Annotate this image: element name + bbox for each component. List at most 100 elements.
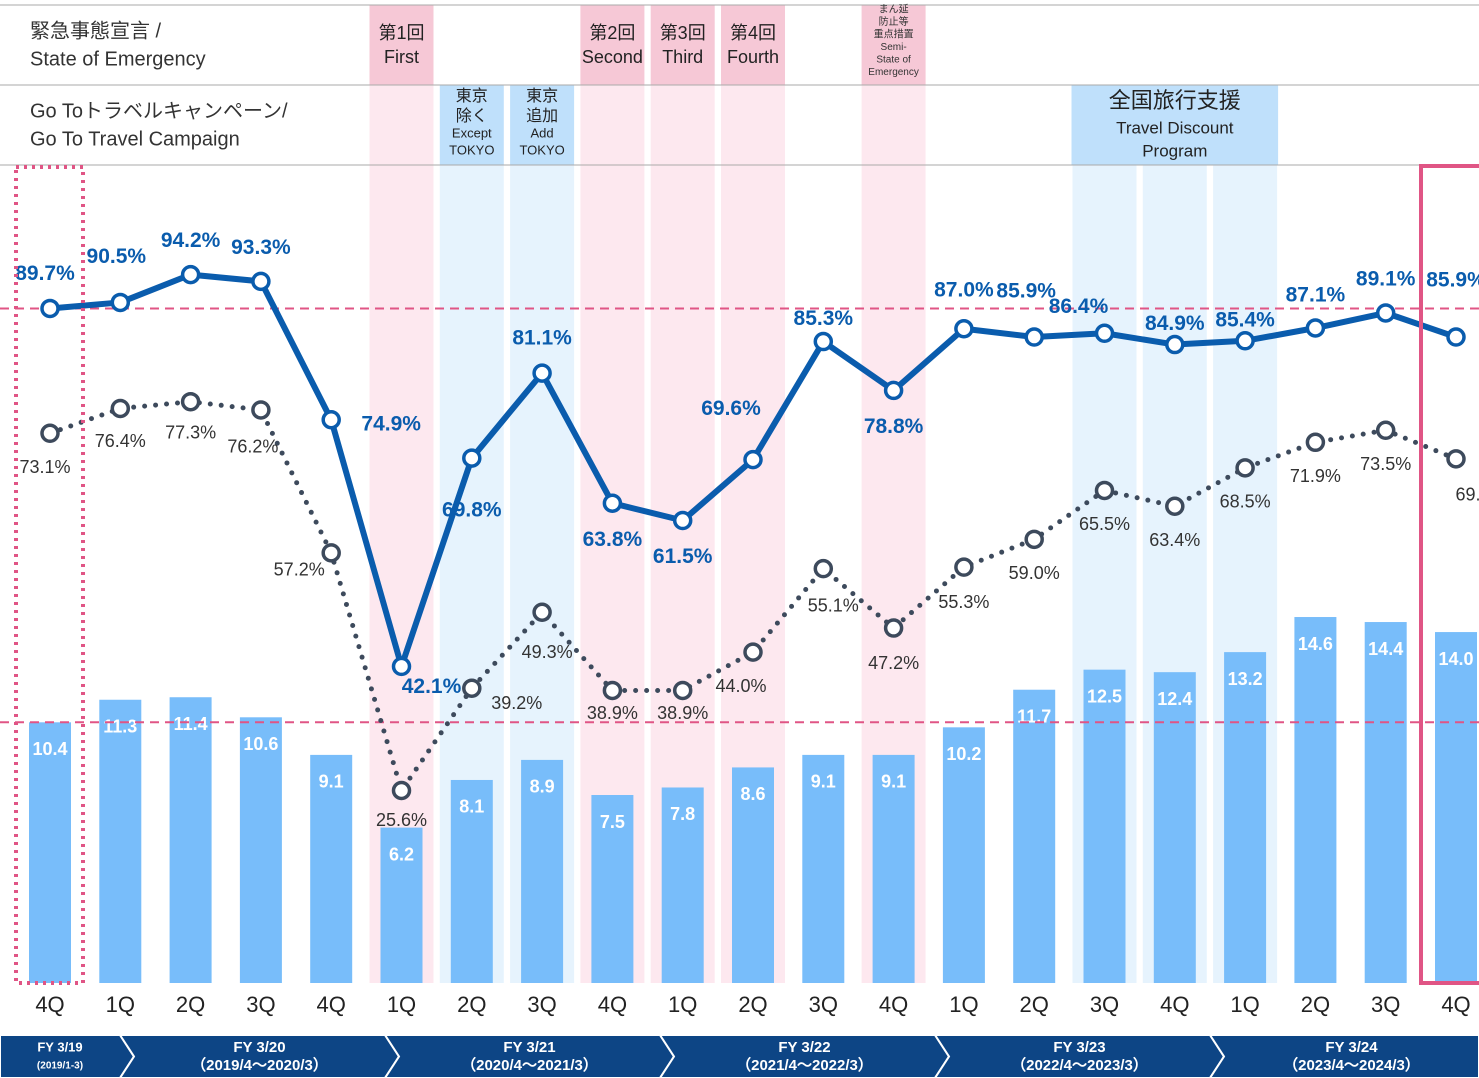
row-label: 緊急事態宣言 / [30,19,162,42]
marker [1235,458,1255,478]
data-label: 87.1% [1286,284,1346,307]
emergency-header [861,5,926,85]
x-tick-label: 1Q [949,992,978,1017]
data-label: 69.8% [442,499,502,522]
header-label: 東京 [456,87,488,105]
bar-label: 10.2 [946,744,981,764]
row-label: Go To Travel Campaign [30,128,240,150]
data-label: 47.2% [868,653,919,673]
x-tick-label: 1Q [387,992,416,1017]
bar [1294,617,1337,983]
header-label: Semi- [881,42,907,53]
marker [462,448,482,468]
emergency-header [721,5,785,85]
data-label: 73.5% [1360,454,1411,474]
marker [1165,496,1185,516]
marker [1094,323,1115,344]
bar [29,722,71,983]
bar [380,827,423,983]
bar-label: 10.6 [243,734,278,754]
data-label: 89.7% [15,262,75,285]
header-label: 防止等 [879,15,909,28]
data-label: 84.9% [1145,312,1205,335]
bar-label: 8.1 [459,797,484,817]
marker [1375,420,1396,441]
row-label: State of Emergency [30,48,206,70]
data-label: 74.9% [361,412,421,435]
bar-label: 13.2 [1228,669,1263,689]
marker [391,656,412,677]
data-label: 85.9% [996,280,1056,303]
bar-label: 9.1 [811,772,836,792]
bar [1435,632,1477,983]
marker [40,423,60,444]
data-label: 71.9% [1290,466,1341,486]
x-tick-label: 1Q [106,992,135,1017]
bar [239,717,282,983]
marker [883,618,904,638]
period-label: FY 3/22 [778,1039,830,1056]
period-label: （2019/4～2020/3） [191,1056,328,1074]
x-tick-label: 2Q [1020,992,1049,1017]
data-label: 93.3% [231,236,291,259]
data-label: 63.4% [1149,530,1200,550]
data-label: 76.4% [95,431,146,451]
period-label: （2023/4～2024/3） [1283,1056,1420,1074]
x-tick-label: 3Q [1371,992,1400,1017]
x-tick-label: 2Q [457,992,486,1017]
marker [1446,327,1466,347]
goto-header [439,85,504,165]
bar [310,754,353,983]
marker [321,410,341,430]
marker [743,449,763,470]
marker [602,680,623,701]
header-label: Second [582,47,643,67]
data-label: 90.5% [87,245,147,268]
marker [532,363,552,383]
header-label: 第1回 [378,23,424,43]
header-label: 全国旅行支援 [1109,88,1241,113]
x-tick-label: 3Q [1090,992,1119,1017]
header-label: まん延 [879,4,909,16]
highlight-first [14,165,85,985]
goto-header [510,85,575,165]
row-label: Go Toトラベルキャンペーン/ [30,100,288,122]
header-label: Fourth [727,47,779,67]
data-label: 55.1% [808,595,859,615]
bar [1083,669,1126,983]
marker [672,680,693,701]
header-label: TOKYO [449,142,494,157]
header-label: 第2回 [589,23,635,43]
data-label: 68.5% [1220,492,1271,512]
emergency-header [369,5,434,85]
bar [1364,622,1407,983]
x-tick-label: 4Q [598,992,627,1017]
bar-label: 9.1 [319,772,344,792]
data-label: 65.5% [1079,514,1130,534]
x-tick-label: 4Q [1160,992,1189,1017]
data-label: 44.0% [715,676,766,696]
period-label: （2022/4～2023/3） [1011,1056,1148,1074]
header-label: Emergency [868,67,919,78]
marker [1305,318,1326,338]
period-label: FY 3/24 [1325,1039,1378,1056]
data-label: 76.2% [227,437,278,457]
data-label: 63.8% [583,528,643,551]
period-label: FY 3/20 [233,1039,285,1056]
marker [532,602,552,623]
data-label: 38.9% [587,703,638,723]
period-label: FY 3/23 [1053,1039,1105,1056]
bar-label: 10.4 [32,739,67,759]
data-label: 94.2% [161,229,221,252]
emergency-header [650,5,715,85]
bar-label: 12.5 [1087,686,1122,706]
x-tick-label: 2Q [176,992,205,1017]
x-tick-label: 4Q [1441,992,1470,1017]
x-tick-label: 4Q [317,992,346,1017]
marker [110,292,131,313]
bar-label: 6.2 [389,844,414,864]
header-label: Add [531,125,554,140]
marker [110,398,131,419]
header-label: State of [876,55,911,66]
